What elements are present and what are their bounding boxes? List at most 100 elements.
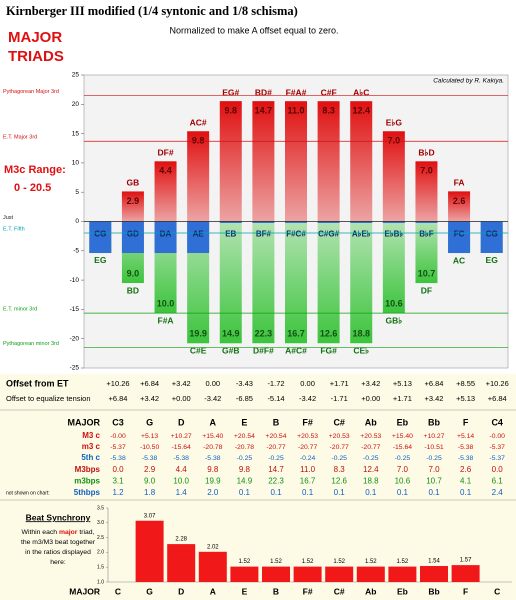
bar <box>187 131 210 222</box>
row-label: Offset from ET <box>6 378 69 388</box>
interval-label: FG# <box>320 345 337 355</box>
reference-label: E.T. minor 3rd <box>3 307 37 313</box>
reference-label: E.T. Fifth <box>3 226 25 232</box>
interval-label: F#A <box>158 315 174 325</box>
y-tick-label: -10 <box>70 277 80 284</box>
interval-label: G#B <box>222 346 239 356</box>
table-cell: 0.0 <box>492 465 504 474</box>
main-chart: -25 -20 -15 -10 -5 0 5 10 15 20 25 Calculated by R.… <box>3 72 509 372</box>
interval-label: CG <box>486 230 498 239</box>
table-cell: +15.40 <box>392 433 413 440</box>
y-tick-label: 5 <box>75 189 79 196</box>
table-cell: 10.0 <box>173 477 189 486</box>
bar-value: 9.0 <box>127 268 140 278</box>
bar-value: 9.8 <box>225 106 238 116</box>
bar <box>252 221 275 344</box>
bar <box>382 131 405 222</box>
table-cell: -5.37 <box>489 444 505 451</box>
bar <box>356 566 385 582</box>
description-part: the m3/M3 beat together <box>21 539 96 546</box>
row-label: 5thbps <box>74 488 101 497</box>
interval-label: F#C# <box>286 230 306 239</box>
table-cell: -15.64 <box>172 444 191 451</box>
note: not shown on chart: <box>6 490 50 496</box>
bar-value: 1.52 <box>239 559 251 565</box>
interval-label: CG <box>94 230 106 239</box>
bar-value: 22.3 <box>255 329 273 339</box>
interval-label: EB <box>225 230 236 239</box>
table-cell: -0.00 <box>110 433 126 440</box>
table-cell: +5.14 <box>457 433 474 440</box>
bar <box>350 221 373 223</box>
y-tick-label: 25 <box>72 72 80 79</box>
table-cell: +6.84 <box>425 379 444 388</box>
bar <box>317 101 340 222</box>
table-cell: +20.54 <box>266 433 287 440</box>
table-cell: 0.1 <box>460 488 472 497</box>
table-cell: -5.37 <box>489 455 505 462</box>
reference-label: Pythagorean minor 3rd <box>3 341 59 347</box>
x-tick-label: B <box>273 586 279 596</box>
table-cell: 10.7 <box>426 477 442 486</box>
table-cell: 12.6 <box>331 477 347 486</box>
x-tick-label: E <box>242 586 248 596</box>
bar <box>293 566 322 582</box>
bar <box>154 221 177 254</box>
bar <box>121 191 144 222</box>
table-cell: 8.3 <box>334 465 346 474</box>
range-label: M3c Range: <box>4 164 66 176</box>
bar <box>135 520 164 582</box>
table-cell: 11.0 <box>300 465 316 474</box>
column-header: D <box>178 417 185 427</box>
interval-label: FA <box>454 178 465 188</box>
description-part: major <box>59 529 78 536</box>
bar <box>89 221 112 254</box>
table-cell: 2.6 <box>460 465 472 474</box>
interval-label: EG <box>486 255 499 265</box>
bar-value: 2.6 <box>453 196 466 206</box>
table-background <box>0 374 516 600</box>
table-cell: 2.4 <box>492 488 504 497</box>
bar-value: 1.54 <box>428 559 440 565</box>
x-tick-label: C <box>115 586 121 596</box>
table-cell: 0.1 <box>302 488 314 497</box>
description-part: triad, <box>77 529 94 536</box>
x-tick-label: A <box>210 586 216 596</box>
column-header: F <box>463 417 469 427</box>
table-cell: 9.0 <box>144 477 156 486</box>
interval-label: A♭E♭ <box>352 230 371 239</box>
description: the m3/M3 beat together <box>21 539 96 546</box>
bar <box>285 221 307 344</box>
table-cell: 1.8 <box>144 488 156 497</box>
interval-label: E♭G <box>386 118 403 128</box>
table-cell: -5.38 <box>205 455 221 462</box>
beat-chart: Beat Synchrony Within each major triad, th… <box>21 505 512 596</box>
y-tick-label: -20 <box>70 335 80 342</box>
column-header: C# <box>333 417 345 427</box>
bar <box>219 221 242 344</box>
annotation: Calculated by R. Kakiya. <box>433 78 504 85</box>
interval-label: DF# <box>158 148 174 158</box>
bar <box>230 566 259 582</box>
bar <box>388 566 417 582</box>
interval-label: EG <box>94 255 107 265</box>
table-cell: -0.25 <box>363 455 379 462</box>
bar-value: 2.28 <box>175 537 187 543</box>
row-label: MAJOR <box>69 586 100 596</box>
table-cell: -20.78 <box>203 444 222 451</box>
table-cell: +10.26 <box>486 379 509 388</box>
bar <box>167 544 196 582</box>
bar-value: 1.57 <box>460 558 472 564</box>
bar <box>187 221 210 254</box>
table-cell: 4.1 <box>460 477 472 486</box>
table-cell: -0.00 <box>489 433 505 440</box>
column-header: B <box>273 417 280 427</box>
table-cell: 2.0 <box>207 488 219 497</box>
table-cell: -1.72 <box>267 379 284 388</box>
x-tick-label: F# <box>303 586 313 596</box>
bar-value: 10.6 <box>385 299 403 309</box>
column-header: E <box>241 417 247 427</box>
heading: MAJOR <box>8 29 62 46</box>
table-cell: 12.4 <box>363 465 379 474</box>
interval-label: DA <box>160 230 172 239</box>
